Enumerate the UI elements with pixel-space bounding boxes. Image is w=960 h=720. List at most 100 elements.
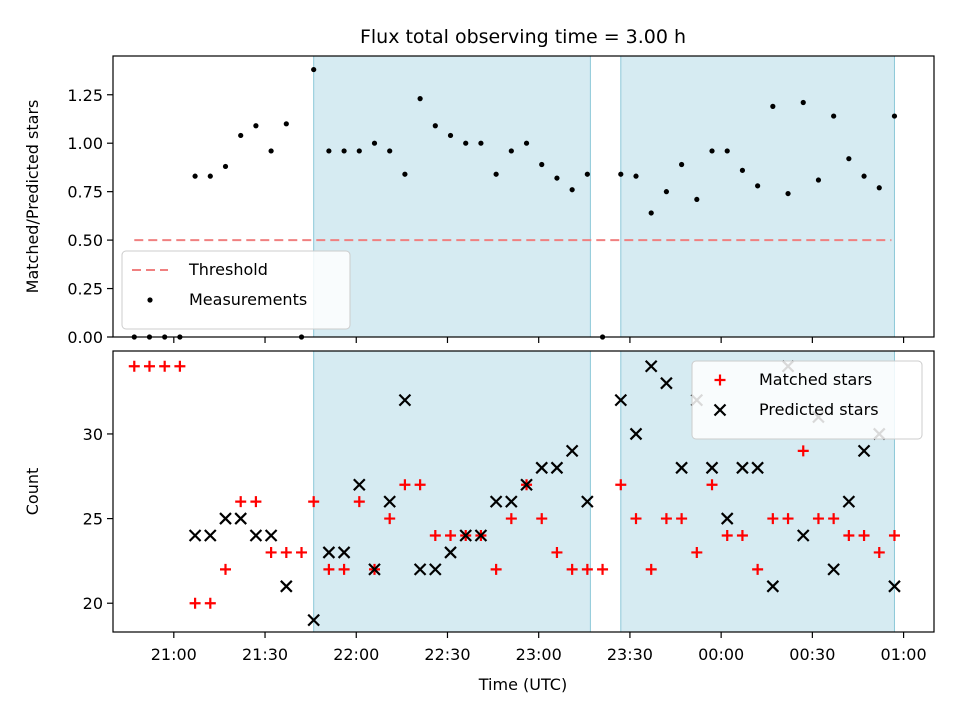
predicted-star-point xyxy=(614,393,628,407)
measurement-point xyxy=(478,140,484,146)
measurement-point xyxy=(618,171,624,177)
predicted-star-point xyxy=(675,461,688,475)
matched-star-point xyxy=(615,479,627,491)
predicted-star-point xyxy=(280,580,293,593)
x-tick-label: 23:00 xyxy=(516,645,562,664)
predicted-star-point xyxy=(188,529,202,542)
y-tick-label: 0.25 xyxy=(67,280,103,299)
predicted-star-point xyxy=(535,461,549,475)
matched-star-point xyxy=(323,563,335,575)
legend-matched-swatch xyxy=(714,374,726,386)
measurement-point xyxy=(268,148,274,154)
matched-star-point xyxy=(445,530,457,542)
y-tick-label: 1.25 xyxy=(67,86,103,105)
predicted-star-point xyxy=(459,529,472,542)
legend-box xyxy=(121,250,351,330)
measurement-point xyxy=(463,140,469,146)
predicted-star-point xyxy=(322,546,336,559)
predicted-star-point xyxy=(857,444,871,458)
legend-label: Measurements xyxy=(189,290,307,309)
legend: Threshold Measurements xyxy=(121,250,351,330)
matched-star-point xyxy=(128,360,140,372)
y-tick-label: 1.00 xyxy=(67,134,103,153)
predicted-star-point xyxy=(720,512,734,525)
matched-star-point xyxy=(143,360,155,372)
matched-star-point xyxy=(429,530,441,542)
chart-title: Flux total observing time = 3.00 h xyxy=(360,26,686,48)
y-axis-title: Matched/Predicted stars xyxy=(23,100,42,294)
matched-star-point xyxy=(280,546,292,558)
plot-frame xyxy=(112,55,935,338)
matched-star-point xyxy=(338,563,350,575)
predicted-star-point xyxy=(581,495,594,508)
matched-star-point xyxy=(691,546,703,558)
matched-star-point xyxy=(888,530,900,542)
measurement-point xyxy=(694,196,700,203)
predicted-star-point xyxy=(660,376,673,390)
measurement-point xyxy=(709,148,715,154)
matched-star-point xyxy=(767,513,779,525)
matched-star-point xyxy=(660,513,672,525)
predicted-star-point xyxy=(234,512,247,525)
predicted-star-point xyxy=(383,495,396,508)
measurement-point xyxy=(739,167,746,173)
predicted-star-point xyxy=(751,461,764,475)
predicted-star-point xyxy=(827,563,840,576)
measurement-point xyxy=(755,183,761,189)
predicted-star-point xyxy=(307,613,320,627)
legend: Matched stars Predicted stars xyxy=(691,360,923,440)
measurement-point xyxy=(846,156,852,162)
matched-star-point xyxy=(235,496,247,508)
matched-star-point xyxy=(736,530,748,542)
x-tick-label: 23:30 xyxy=(607,645,653,664)
x-tick-label: 22:00 xyxy=(333,645,379,664)
legend-label: Threshold xyxy=(188,260,268,279)
top-panel: 0.00 0.25 0.50 0.75 1.00 1.25 Matched/Predicte… xyxy=(23,55,935,347)
measurement-point xyxy=(861,173,867,179)
y-tick-label: 0.75 xyxy=(67,183,103,202)
shaded-interval-1 xyxy=(313,350,591,633)
matched-star-point xyxy=(490,563,502,575)
predicted-star-point xyxy=(550,461,564,475)
x-tick-label: 00:00 xyxy=(698,645,744,664)
matched-star-point xyxy=(676,513,688,525)
matched-star-point xyxy=(399,479,411,491)
measurement-point xyxy=(554,175,560,181)
measurement-point xyxy=(192,173,198,179)
measurement-point xyxy=(679,161,685,168)
y-tick-label: 30 xyxy=(83,425,103,444)
predicted-star-point xyxy=(398,393,412,407)
matched-star-point xyxy=(858,530,870,542)
matched-star-point xyxy=(566,563,578,575)
measurement-point xyxy=(207,173,213,179)
measurement-point xyxy=(432,123,438,129)
measurement-point xyxy=(891,113,898,119)
y-axis-title: Count xyxy=(23,468,42,516)
matched-star-point xyxy=(843,530,855,542)
predicted-star-point xyxy=(368,563,381,576)
measurement-point xyxy=(724,148,730,154)
plot-frame xyxy=(112,350,935,633)
legend-label: Predicted stars xyxy=(759,400,879,419)
legend-label: Matched stars xyxy=(759,370,872,389)
matched-star-point xyxy=(828,513,840,525)
predicted-star-point xyxy=(796,529,810,542)
predicted-star-point xyxy=(219,512,232,525)
measurement-point xyxy=(447,132,454,139)
measurement-point xyxy=(648,210,654,216)
predicted-star-point xyxy=(204,529,217,542)
measurement-point xyxy=(402,171,408,177)
measurement-point xyxy=(283,121,289,127)
matched-star-point xyxy=(308,496,320,508)
predicted-star-point xyxy=(629,427,643,441)
legend-box xyxy=(691,360,923,440)
matched-star-point xyxy=(597,563,609,575)
measurement-point xyxy=(326,148,332,154)
measurement-point xyxy=(238,132,244,139)
predicted-star-point xyxy=(489,495,503,508)
predicted-star-point xyxy=(644,359,658,373)
measurement-point xyxy=(633,173,639,179)
measurement-point xyxy=(356,148,362,154)
matched-star-point xyxy=(812,513,824,525)
predicted-star-point xyxy=(353,478,366,492)
